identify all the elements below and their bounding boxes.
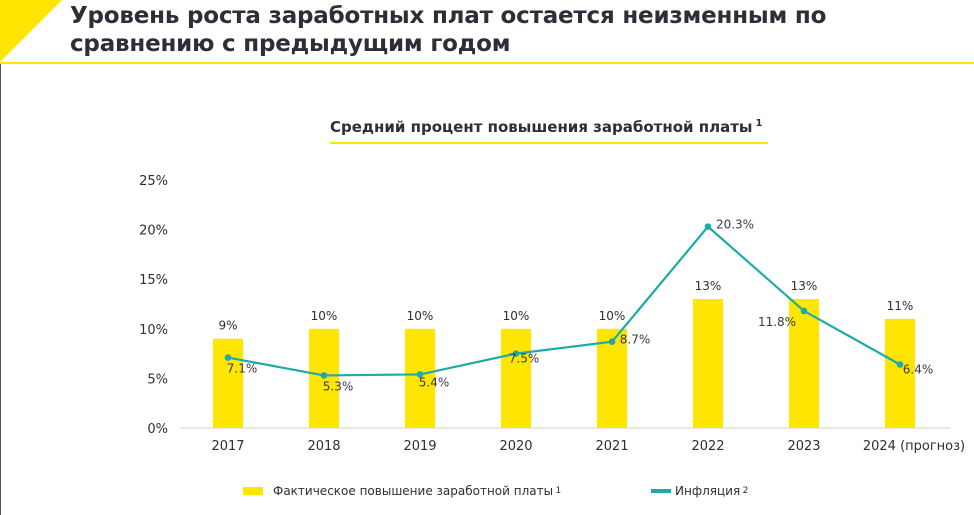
inflation-line-path	[227, 225, 901, 377]
inflation-point	[896, 361, 904, 368]
x-tick-label: 2023	[787, 439, 820, 454]
inflation-point	[416, 371, 424, 378]
bar	[501, 328, 531, 428]
bar	[693, 299, 723, 428]
title-underline	[0, 62, 974, 64]
inflation-point	[512, 350, 520, 357]
bar-value-label: 13%	[695, 279, 722, 293]
y-tick-label: 25%	[139, 174, 168, 189]
legend-swatch-line	[651, 489, 671, 493]
bar-labels: 9% 10% 10% 10% 10% 13% 13% 11%	[218, 279, 913, 333]
corner-accent	[0, 0, 62, 62]
inflation-value-label: 8.7%	[620, 333, 651, 347]
legend-footnote-salary: 1	[555, 486, 562, 496]
bar	[885, 318, 915, 428]
bar-value-label: 10%	[407, 309, 434, 323]
legend-footnote-inflation: 2	[742, 486, 749, 496]
x-tick-label: 2018	[307, 439, 340, 454]
bar	[789, 299, 819, 428]
bar	[405, 328, 435, 428]
y-tick-label: 10%	[139, 323, 168, 338]
y-tick-label: 15%	[139, 273, 168, 288]
inflation-value-label: 7.1%	[227, 362, 258, 376]
bar	[213, 338, 243, 428]
x-tick-label: 2021	[595, 439, 628, 454]
legend-item-salary: Фактическое повышение заработной платы 1	[243, 484, 561, 498]
header: Уровень роста заработных плат остается н…	[0, 0, 974, 66]
x-tick-label: 2022	[691, 439, 724, 454]
y-tick-label: 5%	[147, 372, 168, 387]
inflation-point	[608, 338, 616, 345]
inflation-value-label: 11.8%	[758, 315, 796, 329]
inflation-point	[704, 223, 712, 230]
legend-label-salary: Фактическое повышение заработной платы	[273, 484, 554, 498]
x-tick-label: 2019	[403, 439, 436, 454]
inflation-value-label: 5.3%	[323, 379, 354, 393]
x-tick-label: 2020	[499, 439, 532, 454]
inflation-labels: 7.1% 5.3% 5.4% 7.5% 8.7% 20.3% 11.8% 6.4%	[227, 218, 934, 394]
bar-value-label: 10%	[311, 309, 338, 323]
inflation-value-label: 6.4%	[903, 363, 934, 377]
y-tick-label: 0%	[147, 422, 168, 437]
x-tick-label: 2024 (прогноз)	[863, 439, 965, 454]
y-tick-label: 20%	[139, 224, 168, 239]
chart-title-underline	[330, 142, 768, 144]
chart-title-footnote: 1	[755, 118, 763, 129]
inflation-point	[800, 307, 808, 315]
bar-value-label: 9%	[218, 319, 237, 333]
bar-value-label: 10%	[503, 309, 530, 323]
bar-value-label: 10%	[599, 309, 626, 323]
x-axis-ticks: 2017 2018 2019 2020 2021 2022 2023 2024 (прогно…	[211, 439, 965, 454]
chart-title-text: Средний процент повышения заработной пла…	[330, 118, 753, 136]
y-axis-ticks: 0% 5% 10% 15% 20% 25%	[139, 174, 168, 437]
bar-value-label: 13%	[791, 279, 818, 293]
chart-title: Средний процент повышения заработной пла…	[330, 118, 770, 136]
inflation-point	[320, 372, 328, 379]
legend-item-inflation: Инфляция 2	[651, 484, 748, 498]
inflation-point	[224, 354, 232, 361]
inflation-value-label: 5.4%	[419, 375, 450, 389]
x-tick-label: 2017	[211, 439, 244, 454]
page-title: Уровень роста заработных плат остается н…	[70, 3, 827, 57]
inflation-line	[224, 223, 904, 379]
legend-swatch-bar	[243, 487, 263, 495]
left-border	[0, 62, 1, 515]
inflation-value-label: 20.3%	[716, 218, 754, 232]
bar-value-label: 11%	[887, 299, 914, 313]
bar	[597, 328, 627, 428]
legend-label-inflation: Инфляция	[675, 484, 741, 498]
inflation-value-label: 7.5%	[509, 352, 540, 366]
